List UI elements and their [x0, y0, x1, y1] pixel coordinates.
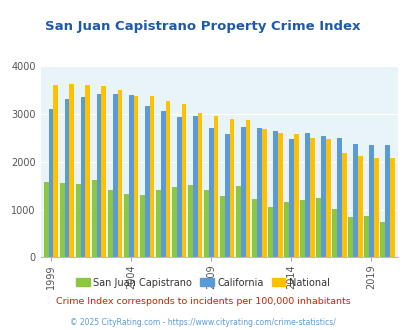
- Bar: [44, 182, 49, 257]
- Bar: [293, 134, 298, 257]
- Text: San Juan Capistrano Property Crime Index: San Juan Capistrano Property Crime Index: [45, 20, 360, 33]
- Bar: [53, 85, 58, 257]
- Bar: [145, 106, 149, 257]
- Bar: [192, 116, 197, 257]
- Bar: [64, 100, 69, 257]
- Bar: [256, 128, 261, 257]
- Bar: [156, 190, 160, 257]
- Bar: [315, 198, 320, 257]
- Bar: [60, 183, 64, 257]
- Bar: [133, 96, 138, 257]
- Bar: [96, 94, 101, 257]
- Bar: [267, 207, 272, 257]
- Bar: [284, 202, 288, 257]
- Bar: [220, 196, 224, 257]
- Bar: [113, 94, 117, 257]
- Bar: [124, 194, 128, 257]
- Bar: [188, 185, 192, 257]
- Bar: [172, 186, 176, 257]
- Bar: [341, 153, 346, 257]
- Bar: [277, 133, 282, 257]
- Bar: [288, 139, 293, 257]
- Bar: [149, 96, 154, 257]
- Bar: [117, 90, 122, 257]
- Text: © 2025 CityRating.com - https://www.cityrating.com/crime-statistics/: © 2025 CityRating.com - https://www.city…: [70, 318, 335, 327]
- Bar: [181, 104, 186, 257]
- Bar: [165, 101, 170, 257]
- Bar: [108, 190, 113, 257]
- Bar: [272, 131, 277, 257]
- Bar: [140, 195, 145, 257]
- Bar: [204, 190, 208, 257]
- Bar: [69, 84, 74, 257]
- Bar: [240, 127, 245, 257]
- Bar: [331, 209, 336, 257]
- Bar: [92, 181, 96, 257]
- Bar: [101, 85, 106, 257]
- Bar: [368, 145, 373, 257]
- Bar: [389, 158, 394, 257]
- Bar: [85, 85, 90, 257]
- Bar: [299, 200, 304, 257]
- Bar: [229, 118, 234, 257]
- Bar: [208, 128, 213, 257]
- Text: Crime Index corresponds to incidents per 100,000 inhabitants: Crime Index corresponds to incidents per…: [55, 297, 350, 307]
- Bar: [347, 217, 352, 257]
- Bar: [261, 129, 266, 257]
- Legend: San Juan Capistrano, California, National: San Juan Capistrano, California, Nationa…: [72, 274, 333, 292]
- Bar: [373, 158, 378, 257]
- Bar: [352, 144, 357, 257]
- Bar: [81, 97, 85, 257]
- Bar: [128, 95, 133, 257]
- Bar: [363, 216, 368, 257]
- Bar: [49, 109, 53, 257]
- Bar: [235, 186, 240, 257]
- Bar: [320, 136, 325, 257]
- Bar: [213, 116, 218, 257]
- Bar: [384, 145, 389, 257]
- Bar: [336, 138, 341, 257]
- Bar: [197, 113, 202, 257]
- Bar: [309, 138, 314, 257]
- Bar: [245, 120, 250, 257]
- Bar: [357, 156, 362, 257]
- Bar: [304, 133, 309, 257]
- Bar: [325, 139, 330, 257]
- Bar: [252, 199, 256, 257]
- Bar: [160, 112, 165, 257]
- Bar: [224, 134, 229, 257]
- Bar: [379, 221, 384, 257]
- Bar: [176, 117, 181, 257]
- Bar: [76, 184, 81, 257]
